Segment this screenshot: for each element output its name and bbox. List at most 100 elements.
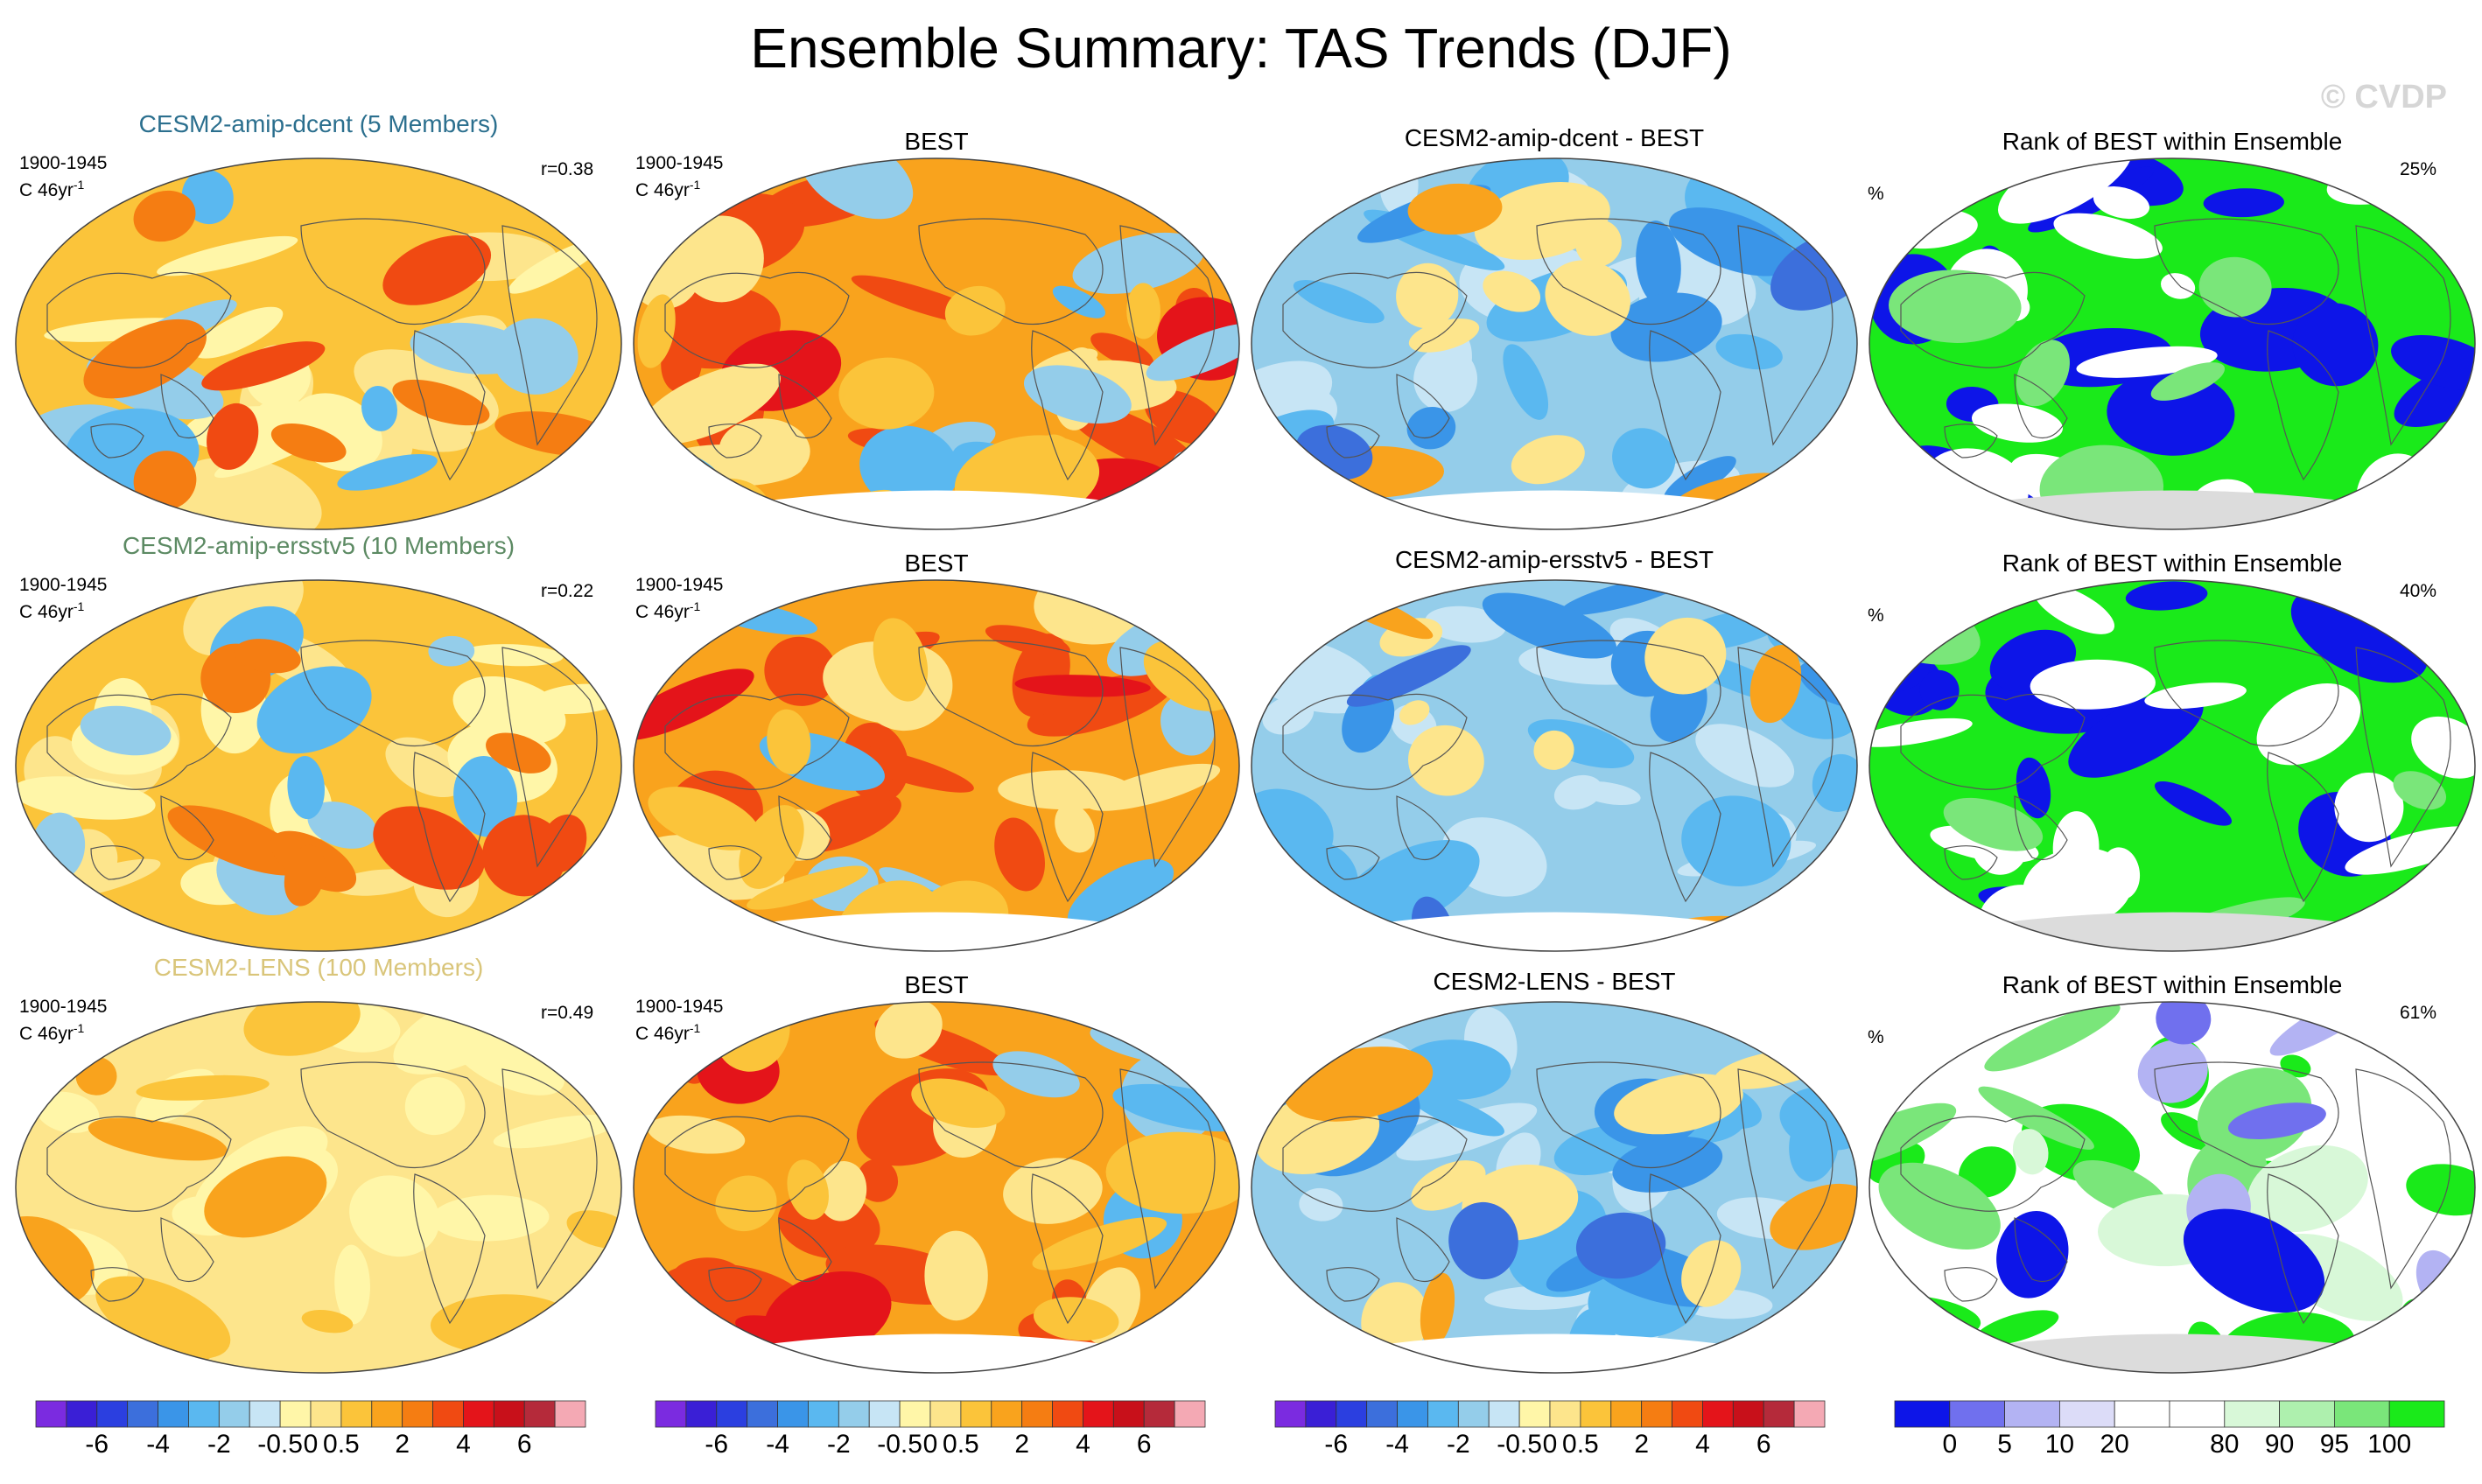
field-patch [1984, 1003, 2121, 1072]
field-patch [201, 341, 326, 391]
row-1-obs-title: BEST [904, 128, 969, 155]
period-label: 1900-1945 [635, 153, 724, 173]
field-patch [1003, 1158, 1103, 1224]
field-patch [2203, 188, 2284, 218]
field-patch [639, 363, 781, 445]
colorbar-swatch [127, 1400, 158, 1428]
colorbar-tick-label: 90 [2264, 1430, 2295, 1459]
colorbar-tick-label: 0 [303, 1430, 319, 1459]
map-outline [1251, 1001, 1858, 1374]
field-patch [1424, 606, 1506, 643]
field-patch [1435, 332, 1472, 404]
field-patch [1612, 428, 1676, 489]
colorbar-swatch [960, 1400, 992, 1428]
colorbar-swatch [747, 1400, 778, 1428]
colorbar-tick-label: 0.5 [943, 1430, 979, 1459]
field-patch [1072, 232, 1205, 294]
colorbar-tick-label: 95 [2319, 1430, 2350, 1459]
colorbar-swatch [2224, 1400, 2280, 1428]
field-patch [349, 1175, 440, 1257]
field-patch [2053, 213, 2163, 259]
field-patch [787, 1159, 829, 1220]
field-patch [410, 322, 532, 374]
row-1-r-value: r=0.38 [541, 159, 594, 179]
field-patch [1097, 584, 1239, 609]
colorbar-swatch [402, 1400, 433, 1428]
field-patch [637, 294, 676, 368]
map-outline [1869, 158, 2476, 530]
field-patch [1869, 1102, 1957, 1167]
coastlines [1282, 640, 1833, 903]
colorbar-swatch [1793, 1400, 1826, 1428]
row-3-ensemble-title: CESM2-LENS (100 Members) [153, 954, 484, 981]
coastlines [46, 1061, 598, 1325]
field-patch [2356, 906, 2475, 942]
colorbar-tick-label: 0 [1542, 1430, 1558, 1459]
field-patch [1067, 858, 1174, 932]
colorbar-tick-label: -2 [826, 1430, 851, 1459]
colorbar-swatch [1580, 1400, 1612, 1428]
field-patch [2033, 583, 2115, 634]
field-patch [800, 158, 914, 220]
field-patch [453, 756, 518, 837]
row-3-rank-percent: 61% [2400, 1003, 2437, 1023]
row-3-rank-map [1869, 1001, 2476, 1374]
field-patch [83, 318, 207, 399]
field-patch [204, 1156, 327, 1238]
colorbar-ensemble: -6 -4 -2 -0.5 0 0.5 2 4 6 [35, 1400, 586, 1459]
colorbar-swatch [523, 1400, 556, 1428]
field-patch [838, 357, 935, 430]
field-patch [2345, 826, 2475, 875]
field-patch [2411, 716, 2475, 779]
colorbar-swatch [1672, 1400, 1703, 1428]
row-3-diff-map [1251, 1001, 1858, 1374]
row-1-rank-title: Rank of BEST within Ensemble [2002, 128, 2343, 155]
field-patch [1575, 1212, 1666, 1279]
colorbar-tick-label: 6 [1756, 1430, 1771, 1459]
field-patch [1126, 283, 1161, 340]
units-exponent: -1 [73, 178, 85, 192]
field-patch [193, 306, 284, 359]
field-patch [1610, 292, 1722, 362]
row-2-rank-percent: 40% [2400, 581, 2437, 601]
field-patch [1878, 1162, 2001, 1250]
colorbar-tick-label: -6 [85, 1430, 109, 1459]
field-patch [373, 806, 485, 890]
map-outline [633, 158, 1240, 530]
map-outline [633, 579, 1240, 952]
field-patch [361, 385, 397, 431]
field-patch [307, 802, 377, 849]
row-1-diff-title: CESM2-amip-dcent - BEST [1404, 124, 1705, 151]
colorbar-swatch [2279, 1400, 2335, 1428]
colorbar-tick-label: -0.5 [1497, 1430, 1542, 1459]
field-patch [994, 817, 1045, 892]
colorbar-swatch [66, 1400, 98, 1428]
field-patch [747, 865, 869, 910]
field-patch [133, 190, 196, 242]
field-patch [207, 402, 259, 470]
coastlines [1900, 640, 2451, 903]
colorbar-tick-label: 0.5 [323, 1430, 360, 1459]
colorbar-swatch [158, 1400, 189, 1428]
field-patch [875, 1002, 943, 1059]
field-patch [2012, 1129, 2049, 1175]
colorbar-swatch [1112, 1400, 1145, 1428]
field-patch [385, 737, 466, 798]
row-3-rank-units: % [1868, 1027, 1884, 1047]
row-1-ensemble-map [15, 158, 622, 530]
colorbar-swatch [899, 1400, 931, 1428]
field-patch [1545, 260, 1630, 336]
colorbar-difference: -6 -4 -2 -0.5 0 0.5 2 4 6 [1274, 1400, 1826, 1459]
field-patch [873, 618, 929, 702]
colorbar-swatch [493, 1400, 525, 1428]
colorbar-swatch [1518, 1400, 1551, 1428]
colorbar-swatch [218, 1400, 250, 1428]
field-patch [256, 666, 372, 754]
colorbar-swatches [1274, 1400, 1826, 1428]
colorbar-tick-label: -4 [766, 1430, 789, 1459]
units-label: C 46yr-1 [635, 596, 723, 623]
field-patch [2016, 757, 2051, 819]
colorbar-swatch [249, 1400, 281, 1428]
row-2-ensemble-meta: 1900-1945 C 46yr-1 [19, 574, 107, 623]
field-patch [1636, 220, 1681, 307]
